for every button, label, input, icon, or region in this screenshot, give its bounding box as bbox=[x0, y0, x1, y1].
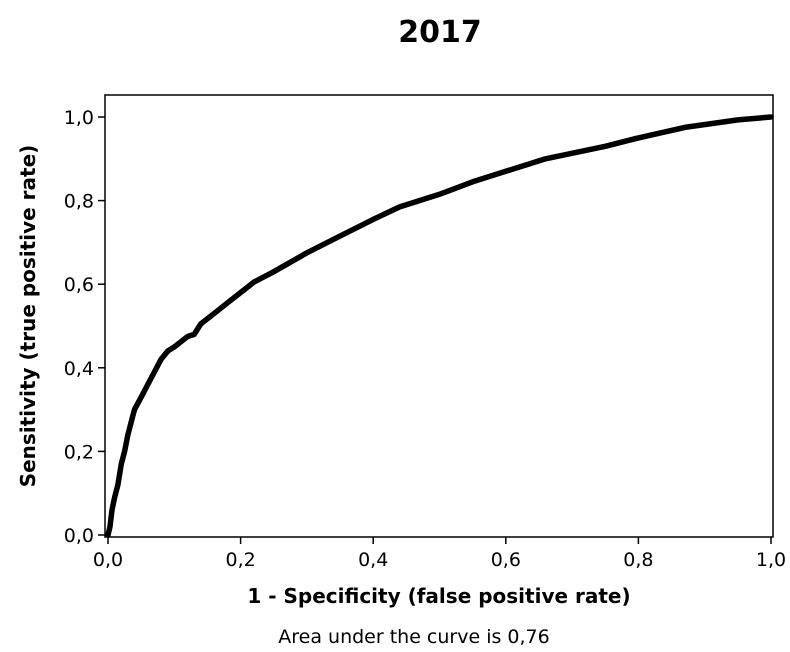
chart-title: 2017 bbox=[398, 15, 482, 50]
y-tick-label: 1,0 bbox=[64, 107, 94, 129]
x-axis-ticks: 0,0 0,2 0,4 0,6 0,8 1,0 bbox=[93, 537, 786, 571]
y-tick-label: 0,4 bbox=[64, 358, 94, 380]
y-tick-label: 0,0 bbox=[64, 525, 94, 547]
auc-annotation: Area under the curve is 0,76 bbox=[278, 626, 549, 648]
roc-curve-line bbox=[105, 114, 774, 538]
y-tick-label: 0,2 bbox=[64, 441, 94, 463]
x-tick-label: 0,4 bbox=[358, 549, 388, 571]
x-tick-label: 0,0 bbox=[93, 549, 123, 571]
x-tick-label: 0,2 bbox=[225, 549, 255, 571]
y-tick-label: 0,6 bbox=[64, 274, 94, 296]
y-axis-label: Sensitivity (true positive rate) bbox=[16, 145, 40, 488]
x-tick-label: 1,0 bbox=[756, 549, 786, 571]
y-axis-ticks: 0,0 0,2 0,4 0,6 0,8 1,0 bbox=[64, 107, 105, 547]
x-tick-label: 0,8 bbox=[623, 549, 653, 571]
plot-area-frame bbox=[104, 94, 774, 538]
x-tick-label: 0,6 bbox=[491, 549, 521, 571]
x-axis-label: 1 - Specificity (false positive rate) bbox=[247, 584, 630, 608]
y-tick-label: 0,8 bbox=[64, 191, 94, 213]
